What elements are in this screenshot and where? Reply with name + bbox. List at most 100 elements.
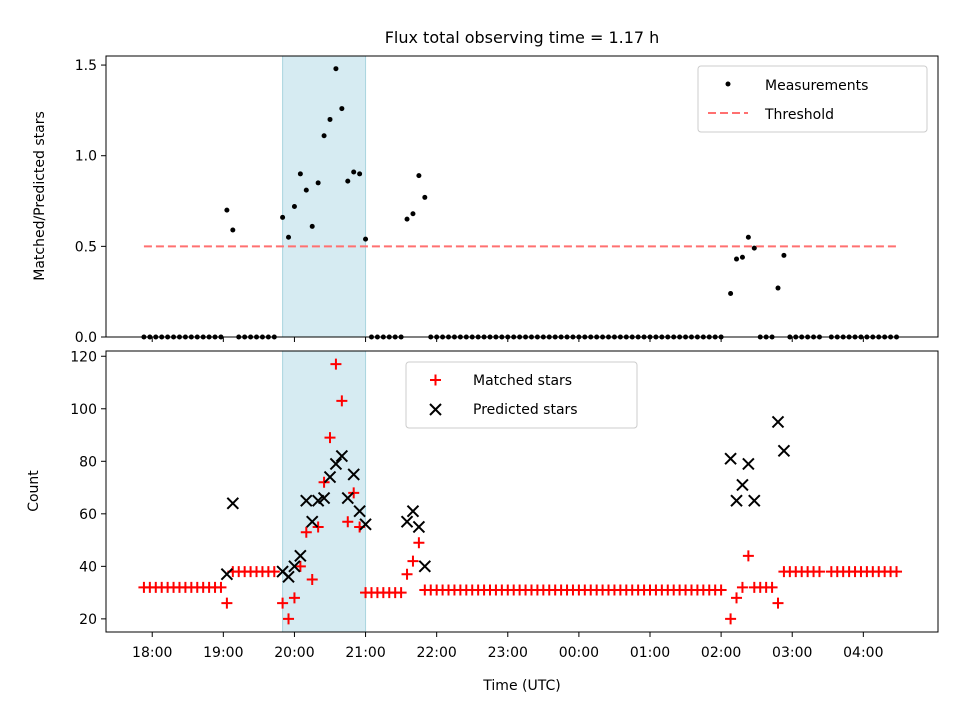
predicted-star-point — [300, 494, 313, 507]
measurement-point — [230, 227, 236, 233]
predicted-star-point — [226, 497, 240, 510]
matched-star-point — [813, 566, 825, 578]
count-x-ticks: 18:00 19:00 20:00 21:00 22:00 23:00 00:00 01:00… — [132, 632, 884, 661]
predicted-star-point — [329, 457, 343, 471]
count-plot-frame — [105, 350, 939, 633]
y-tick-label: 1.5 — [75, 58, 97, 74]
predicted-star-point — [412, 520, 426, 534]
y-tick-label: 60 — [79, 507, 97, 523]
measurement-point — [321, 133, 327, 139]
measurement-point — [224, 207, 230, 213]
measurement-point — [416, 173, 422, 179]
matched-star-point — [395, 587, 407, 599]
measurement-point — [781, 252, 787, 258]
predicted-star-point — [748, 494, 761, 507]
matched-star-point — [318, 476, 330, 488]
count-y-ticks: 20 40 60 80 100 120 — [70, 349, 106, 628]
measurement-point — [327, 116, 333, 122]
predicted-star-point — [317, 491, 331, 505]
x-tick-label: 00:00 — [559, 645, 599, 661]
matched-star-point — [324, 432, 336, 444]
measurement-point — [339, 106, 345, 112]
predicted-star-point — [724, 452, 737, 465]
y-tick-label: 0.0 — [75, 330, 97, 346]
predicted-legend-label: Predicted stars — [473, 402, 578, 418]
matched-star-point — [268, 566, 280, 578]
measurement-point — [345, 178, 351, 184]
matched-star-point — [766, 581, 778, 593]
matched-star-points — [138, 358, 903, 625]
predicted-star-point — [406, 504, 420, 518]
predicted-star-point — [220, 568, 234, 581]
predicted-star-point — [282, 570, 295, 584]
matched-star-point — [772, 597, 784, 609]
measurement-point — [315, 180, 321, 186]
matched-star-point — [330, 358, 342, 370]
predicted-star-point — [730, 494, 743, 507]
ratio-y-ticks: 0.0 0.5 1.0 1.5 — [75, 58, 106, 346]
measurement-point — [280, 214, 286, 220]
measurement-point — [734, 256, 740, 262]
measurement-point — [291, 203, 297, 209]
y-tick-label: 40 — [79, 559, 97, 575]
x-tick-label: 03:00 — [772, 645, 812, 661]
predicted-star-point — [347, 468, 360, 481]
predicted-star-point — [288, 560, 301, 573]
matched-star-point — [306, 573, 318, 585]
ratio-highlight-span — [282, 55, 367, 338]
ratio-plot-frame — [105, 55, 939, 338]
x-tick-label: 20:00 — [274, 645, 314, 661]
measurement-point — [775, 285, 781, 291]
ratio-legend-box — [697, 65, 928, 133]
matched-star-point — [348, 487, 360, 499]
y-tick-label: 1.0 — [75, 149, 97, 165]
x-tick-label: 23:00 — [488, 645, 528, 661]
ratio-y-axis-label: Matched/Predicted stars — [32, 111, 48, 281]
measurement-point — [297, 171, 303, 177]
matched-star-point — [407, 555, 419, 567]
x-tick-label: 19:00 — [203, 645, 243, 661]
predicted-star-point — [418, 560, 432, 573]
measurement-point — [745, 234, 751, 240]
measurement-point — [404, 216, 410, 222]
matched-star-point — [715, 584, 727, 596]
count-legend: Matched stars Predicted stars — [405, 361, 638, 429]
predicted-star-point — [335, 449, 349, 463]
matched-star-point — [413, 537, 425, 549]
matched-star-point — [336, 395, 348, 407]
predicted-star-point — [777, 444, 791, 458]
predicted-star-point — [294, 549, 307, 563]
measurements-legend-label: Measurements — [765, 78, 868, 94]
matched-legend-marker — [430, 374, 441, 386]
y-tick-label: 120 — [70, 349, 97, 365]
predicted-star-point — [341, 491, 354, 505]
measurement-point — [303, 187, 309, 193]
x-tick-label: 18:00 — [132, 645, 172, 661]
predicted-star-point — [736, 478, 749, 492]
matched-star-point — [731, 592, 743, 604]
measurements-legend-marker — [725, 81, 731, 87]
measurement-point — [357, 171, 363, 177]
predicted-legend-marker — [429, 403, 442, 416]
y-tick-label: 100 — [70, 402, 97, 418]
count-panel: 20 40 60 80 100 120 18:00 19:00 20:00 21:00 22:00… — [26, 349, 939, 661]
predicted-star-point — [771, 415, 785, 429]
matched-star-point — [277, 597, 289, 609]
chart-title: Flux total observing time = 1.17 h — [385, 28, 660, 47]
ratio-x-ticks — [151, 337, 864, 342]
predicted-star-point — [323, 470, 337, 484]
matched-star-point — [215, 581, 227, 593]
count-highlight-span — [282, 350, 367, 633]
threshold-legend-label: Threshold — [764, 107, 834, 123]
x-tick-label: 02:00 — [701, 645, 741, 661]
matched-star-point — [736, 581, 748, 593]
x-tick-label: 01:00 — [630, 645, 670, 661]
count-y-axis-label: Count — [26, 470, 42, 512]
measurement-point — [410, 211, 416, 217]
x-tick-label: 21:00 — [345, 645, 385, 661]
measurement-point — [309, 223, 315, 229]
matched-star-point — [742, 550, 754, 562]
x-tick-label: 22:00 — [416, 645, 456, 661]
matched-legend-label: Matched stars — [473, 373, 572, 389]
